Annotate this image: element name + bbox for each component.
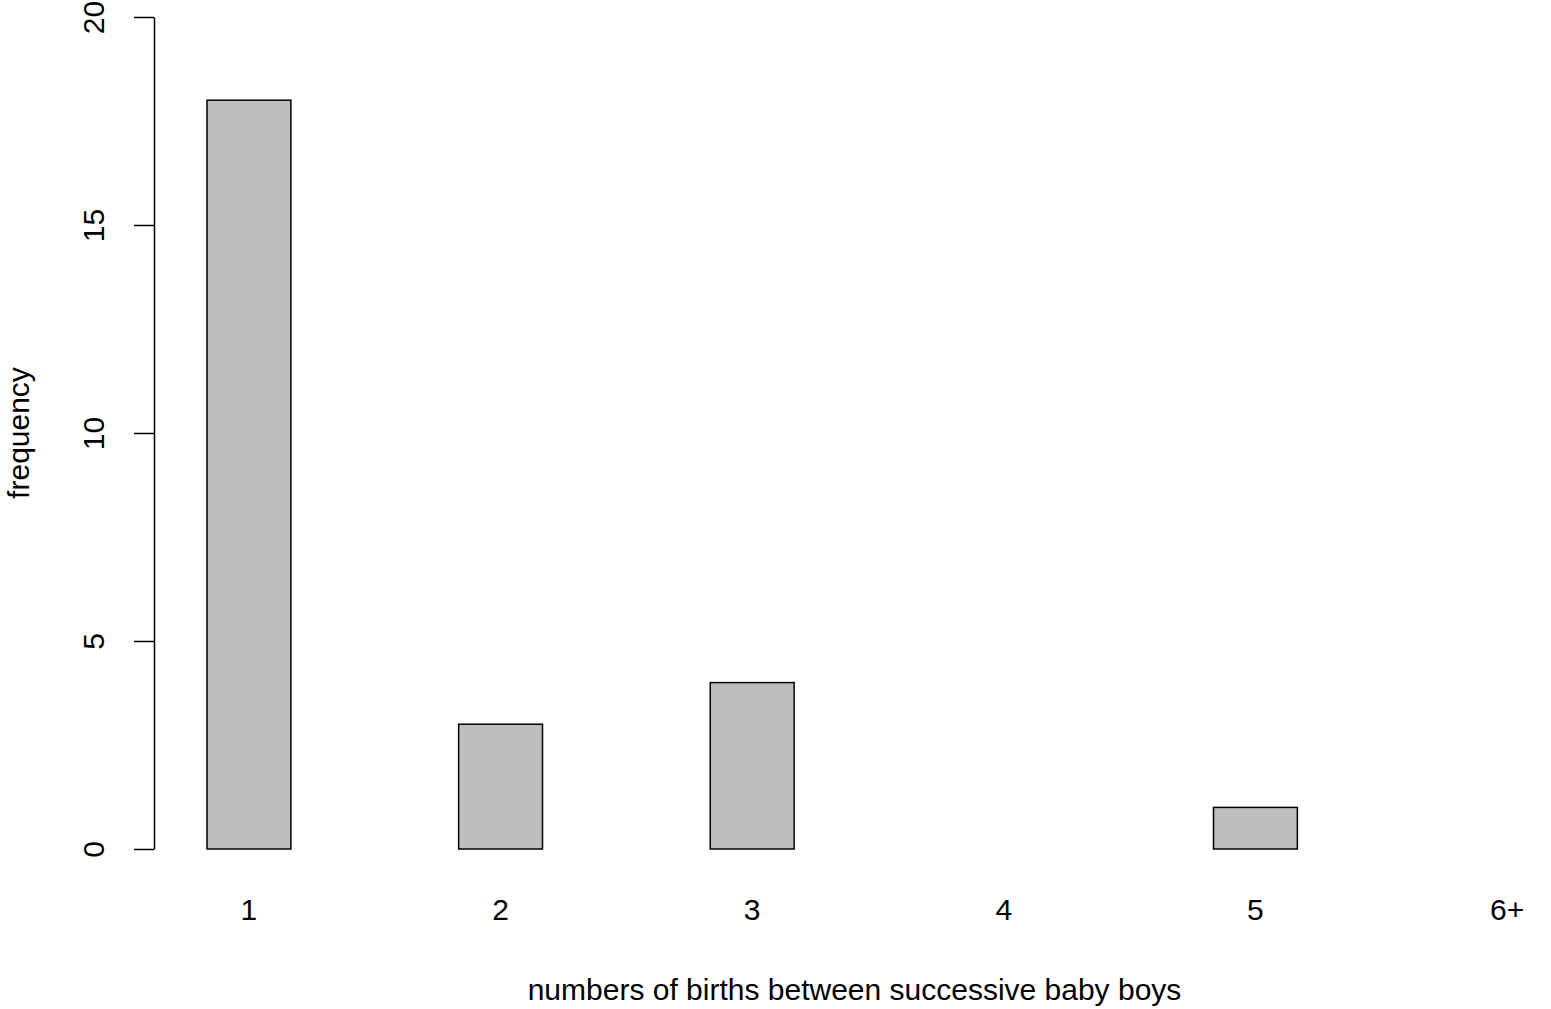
y-tick: 0: [77, 841, 154, 858]
y-tick-mark: [134, 17, 154, 19]
bar: [207, 100, 291, 849]
y-tick-label: 20: [77, 1, 110, 34]
y-tick-mark: [134, 225, 154, 227]
x-tick: 6+: [1490, 893, 1524, 926]
x-tick-label: 1: [241, 893, 258, 926]
y-tick-label: 5: [77, 633, 110, 650]
chart: 0 5 10 15 20 1 2 3 4 5 6+ numbers of births between…: [0, 0, 1551, 1009]
y-axis-title: frequency: [2, 367, 35, 499]
x-tick: 4: [995, 893, 1012, 926]
y-tick: 10: [77, 417, 154, 450]
y-tick: 15: [77, 209, 154, 242]
y-tick-mark: [134, 433, 154, 435]
bar: [1214, 807, 1298, 849]
y-tick-label: 10: [77, 417, 110, 450]
y-tick: 5: [77, 633, 154, 650]
y-tick-mark: [134, 849, 154, 851]
bar: [710, 683, 794, 849]
y-axis: 0 5 10 15 20: [77, 1, 155, 858]
x-tick-label: 5: [1247, 893, 1264, 926]
y-tick-label: 0: [77, 841, 110, 858]
x-tick-label: 2: [492, 893, 509, 926]
bar: [459, 724, 543, 849]
x-axis-title: numbers of births between successive bab…: [528, 973, 1182, 1006]
x-tick: 3: [744, 893, 761, 926]
y-tick: 20: [77, 1, 154, 34]
bars: [207, 100, 1297, 849]
x-tick-label: 6+: [1490, 893, 1524, 926]
bar: [962, 848, 1046, 850]
y-tick-mark: [134, 641, 154, 643]
x-tick-label: 3: [744, 893, 761, 926]
bar: [1465, 848, 1549, 850]
x-tick: 2: [492, 893, 509, 926]
x-axis: 1 2 3 4 5 6+: [241, 893, 1525, 926]
x-tick: 5: [1247, 893, 1264, 926]
x-tick-label: 4: [995, 893, 1012, 926]
y-tick-label: 15: [77, 209, 110, 242]
x-tick: 1: [241, 893, 258, 926]
